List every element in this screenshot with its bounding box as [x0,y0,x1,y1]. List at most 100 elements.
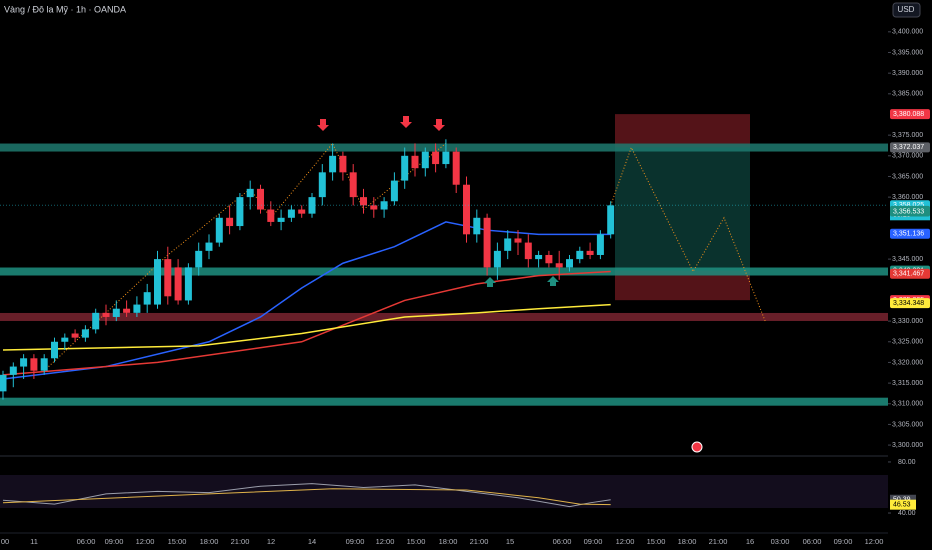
moving-average [2,303,611,351]
candle-body [555,263,563,268]
candle-body [607,205,615,235]
candle-body [287,209,295,218]
x-tick-label: 21:00 [709,537,728,546]
candle-body [40,358,48,371]
rsi-line [2,483,611,508]
rsi-tick-label: 80.00 [898,459,916,466]
y-tick-label: 3,310.000 [892,401,923,408]
x-tick-label: 09:00 [834,537,853,546]
x-tick-label: 11 [30,537,38,546]
x-tick-label: 00 [1,537,9,546]
candle-body [535,254,543,260]
candle-body [493,250,501,268]
candle-body [154,259,161,305]
x-tick-label: 12:00 [376,537,395,546]
candle-body [267,209,275,222]
down-arrow [433,119,445,131]
moving-average [2,270,611,376]
event-icon[interactable] [691,441,703,453]
candle-body [257,188,264,210]
x-tick-label: 18:00 [200,537,219,546]
currency-button[interactable] [892,2,921,18]
price-label: 3,358.025 [893,202,924,209]
y-tick-label: 3,325.000 [892,339,923,346]
candle-body [349,172,357,198]
level-band [0,397,888,406]
y-tick-label: 3,345.000 [892,256,923,263]
candle-body [329,155,337,173]
candle-body [51,341,58,359]
candle-body [164,259,172,297]
candle-body [483,217,491,268]
candle-body [123,308,131,313]
x-tick-label: 15:00 [407,537,426,546]
down-arrow [317,119,329,131]
down-arrow [400,116,412,128]
candle-body [504,238,512,251]
candle-body [0,374,7,392]
candle-body [545,254,553,264]
price-label-box [890,298,930,309]
y-tick-label: 3,370.000 [892,153,923,160]
rsi-ma-value-label: 46.53 [893,502,911,509]
y-tick-label: 3,315.000 [892,380,923,387]
candle-body [401,155,409,181]
x-tick-label: 12:00 [136,537,155,546]
x-tick-label: 18:00 [678,537,697,546]
candle-body [463,184,470,235]
candle-body [514,238,522,243]
y-tick-label: 3,400.000 [892,29,923,36]
signal-arrows [317,116,445,131]
candle-body [298,209,306,214]
candle-body [432,151,440,165]
y-tick-label: 3,390.000 [892,70,923,77]
signal-arrows-up [484,276,559,287]
candle-body [524,242,532,260]
candle-body [390,180,398,202]
currency[interactable]: USD [898,5,915,14]
candle-body [143,292,151,305]
candle-body [339,155,347,173]
y-tick-label: 3,385.000 [892,91,923,98]
level-band [0,143,888,152]
x-tick-label: 15 [506,537,514,546]
x-tick-label: 03:00 [771,537,790,546]
candle-body [421,151,429,169]
candle-body [195,250,203,268]
price-label-box [890,206,930,217]
y-tick-label: 3,330.000 [892,318,923,325]
y-tick-label: 3,375.000 [892,132,923,139]
candle-body [61,337,69,342]
candle-body [473,217,481,235]
stop-zone [615,270,750,301]
rsi-tick-label: 40.00 [898,510,916,517]
candle-body [318,172,326,198]
up-arrow [547,276,559,286]
candle-body [205,242,213,251]
x-tick-label: 18:00 [439,537,458,546]
candle-body [596,234,604,255]
price-label-box [890,142,930,153]
candle-body [174,267,182,301]
candle-body [236,197,244,227]
candle-body [9,366,17,375]
x-tick-label: 12:00 [616,537,635,546]
x-tick-label: 09:00 [105,537,124,546]
price-label: 3,380.088 [893,111,924,118]
candle-body [566,259,573,268]
x-tick-label: 21:00 [231,537,250,546]
x-tick-label: 15:00 [647,537,666,546]
candle-body [184,267,192,301]
rsi-band [0,475,888,508]
price-label-box [890,109,930,120]
x-tick-label: 12 [267,537,275,546]
candle-body [370,205,378,210]
stop-zone [615,114,750,148]
x-tick-label: 16 [746,537,754,546]
price-label: 3,356.533 [893,208,924,215]
y-tick-label: 3,360.000 [892,194,923,201]
candle-body [20,358,28,367]
level-band [0,267,888,276]
x-tick-label: 06:00 [553,537,572,546]
candle-body [246,188,254,198]
